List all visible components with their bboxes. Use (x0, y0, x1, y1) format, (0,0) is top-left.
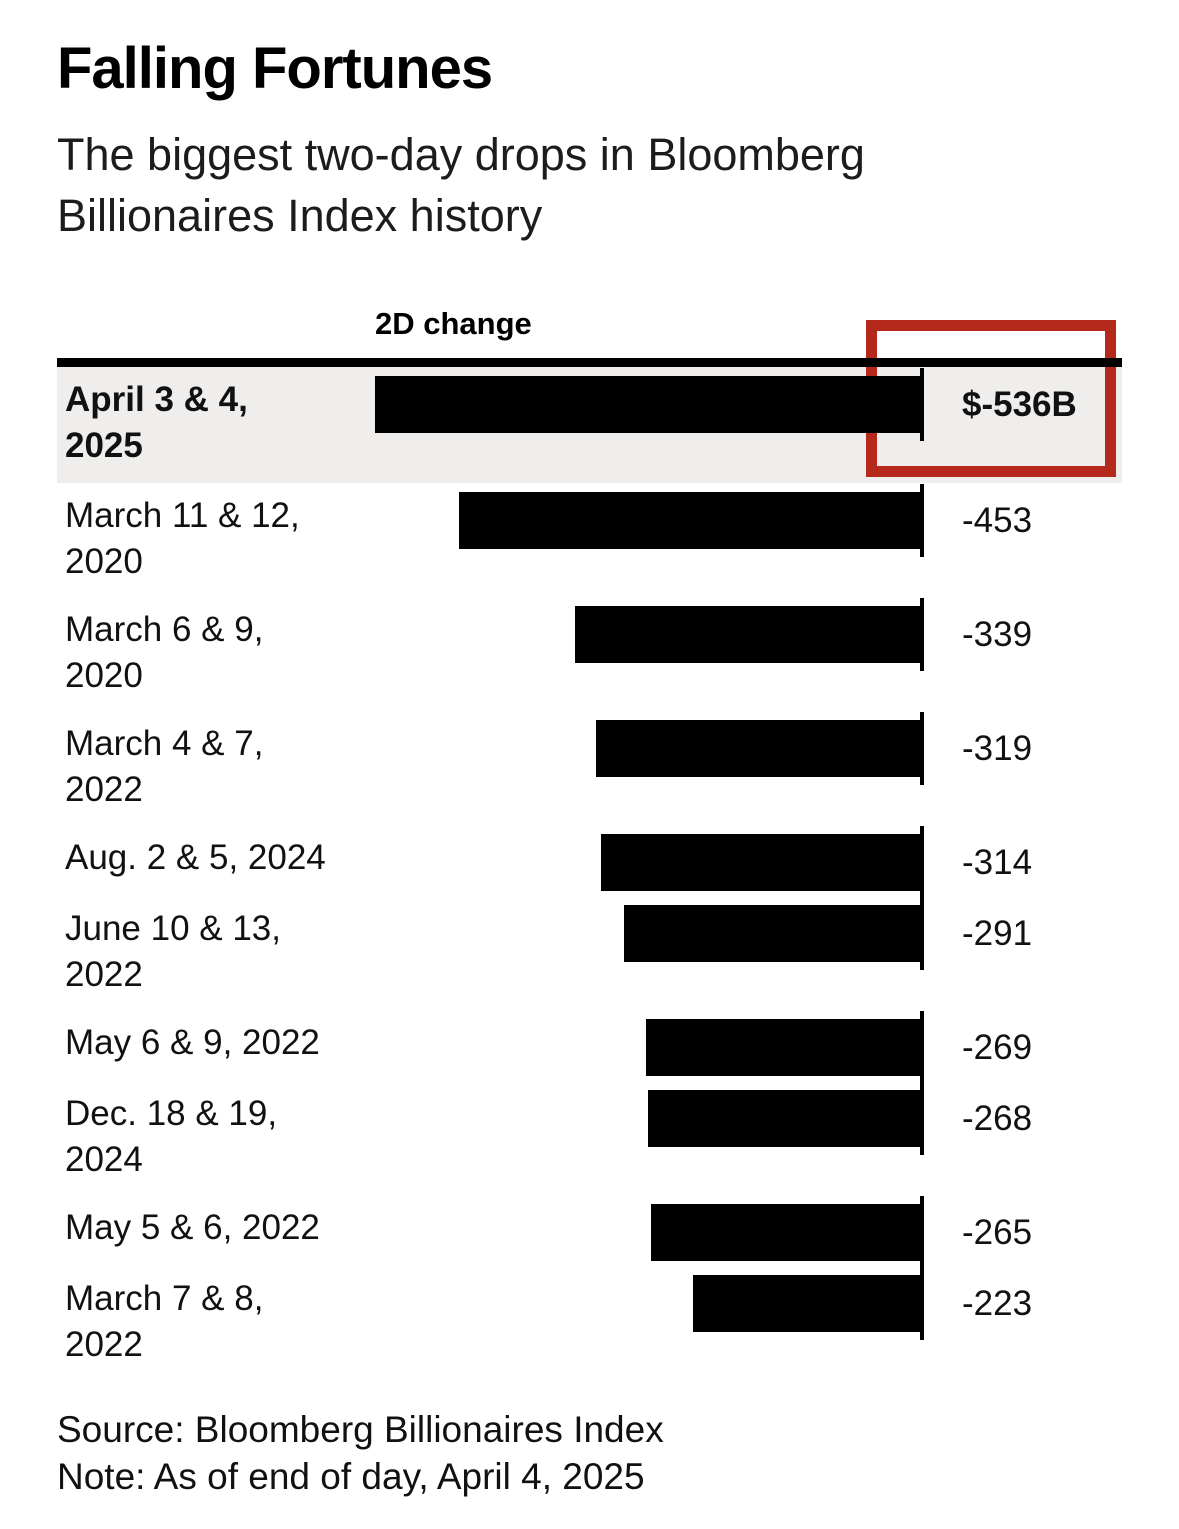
chart-row: May 6 & 9, 2022 -269 (57, 1010, 1122, 1084)
baseline-tick (920, 1082, 924, 1155)
row-value: -453 (962, 500, 1033, 540)
bar (595, 720, 920, 777)
chart-row: March 6 & 9, 2020 -339 (57, 597, 1122, 711)
row-label: May 5 & 6, 2022 (65, 1208, 320, 1247)
row-label: April 3 & 4, 2025 (65, 380, 248, 465)
row-bar-area (375, 826, 924, 899)
row-bar-area (375, 1011, 924, 1084)
baseline-tick (920, 368, 924, 441)
header-rule (57, 358, 1122, 367)
row-value: $-536B (962, 384, 1077, 424)
baseline-tick (920, 1196, 924, 1269)
baseline-tick (920, 897, 924, 970)
row-label: March 11 & 12, 2020 (65, 496, 300, 581)
bar (650, 1204, 920, 1261)
baseline-tick (920, 826, 924, 899)
row-value: -223 (962, 1283, 1033, 1323)
row-bar-area (375, 1082, 924, 1155)
row-label: March 7 & 8, 2022 (65, 1279, 264, 1364)
source-line: Source: Bloomberg Billionaires Index (57, 1409, 664, 1450)
chart-header: 2D change (57, 292, 1122, 358)
row-bar-area (375, 712, 924, 785)
row-bar-area (375, 598, 924, 671)
chart-row: Aug. 2 & 5, 2024 -314 (57, 825, 1122, 899)
bar (375, 376, 920, 433)
chart-row: March 11 & 12, 2020 -453 (57, 483, 1122, 597)
baseline-tick (920, 1011, 924, 1084)
row-label: June 10 & 13, 2022 (65, 909, 281, 994)
bar (459, 492, 920, 549)
chart-footer: Source: Bloomberg Billionaires Index Not… (57, 1406, 1122, 1500)
chart-row: March 7 & 8, 2022 -223 (57, 1266, 1122, 1380)
row-value: -314 (962, 842, 1033, 882)
bar (624, 905, 920, 962)
chart-row: March 4 & 7, 2022 -319 (57, 711, 1122, 825)
bar-chart: 2D change April 3 & 4, 2025 $-536B March … (57, 292, 1122, 1380)
row-value: -319 (962, 728, 1033, 768)
baseline-tick (920, 484, 924, 557)
bar (646, 1019, 920, 1076)
row-label: March 4 & 7, 2022 (65, 724, 264, 809)
row-value: -291 (962, 913, 1033, 953)
row-bar-area (375, 368, 924, 441)
page-title: Falling Fortunes (57, 36, 493, 101)
chart-row: May 5 & 6, 2022 -265 (57, 1195, 1122, 1269)
bar (600, 834, 920, 891)
row-label: March 6 & 9, 2020 (65, 610, 264, 695)
bar (575, 606, 920, 663)
row-value: -269 (962, 1027, 1033, 1067)
page-subtitle: The biggest two-day drops in Bloomberg B… (57, 129, 865, 241)
row-bar-area (375, 897, 924, 970)
row-bar-area (375, 1196, 924, 1269)
row-value: -339 (962, 614, 1033, 654)
baseline-tick (920, 1267, 924, 1340)
row-bar-area (375, 1267, 924, 1340)
row-bar-area (375, 484, 924, 557)
note-line: Note: As of end of day, April 4, 2025 (57, 1456, 645, 1497)
bar (693, 1275, 920, 1332)
row-value: -265 (962, 1212, 1033, 1252)
row-label: May 6 & 9, 2022 (65, 1023, 320, 1062)
row-label: Dec. 18 & 19, 2024 (65, 1094, 278, 1179)
baseline-tick (920, 598, 924, 671)
column-header: 2D change (375, 306, 532, 341)
chart-rows: April 3 & 4, 2025 $-536B March 11 & 12, 20… (57, 367, 1122, 1380)
chart-row: June 10 & 13, 2022 -291 (57, 896, 1122, 1010)
row-value: -268 (962, 1098, 1033, 1138)
baseline-tick (920, 712, 924, 785)
bar (647, 1090, 920, 1147)
row-label: Aug. 2 & 5, 2024 (65, 838, 326, 877)
chart-row: Dec. 18 & 19, 2024 -268 (57, 1081, 1122, 1195)
chart-row: April 3 & 4, 2025 $-536B (57, 367, 1122, 483)
